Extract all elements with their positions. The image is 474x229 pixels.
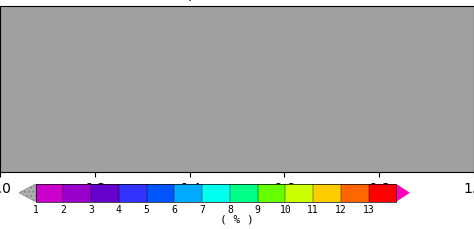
- Polygon shape: [396, 184, 410, 202]
- Text: 2: 2: [60, 204, 66, 214]
- Text: 8: 8: [227, 204, 233, 214]
- Text: 9: 9: [255, 204, 261, 214]
- Polygon shape: [19, 184, 36, 202]
- Bar: [257, 184, 285, 202]
- Bar: [369, 184, 396, 202]
- Bar: [341, 184, 369, 202]
- Bar: [36, 184, 63, 202]
- Bar: [36, 184, 396, 202]
- Text: 1: 1: [33, 204, 38, 214]
- Text: 4: 4: [116, 204, 122, 214]
- Text: 3: 3: [88, 204, 94, 214]
- Text: 7: 7: [199, 204, 205, 214]
- Bar: [174, 184, 202, 202]
- Text: 11: 11: [307, 204, 319, 214]
- Title: 31 OCT 2024 18Z,   24 to   48 hr CURR TCFP: 31 OCT 2024 18Z, 24 to 48 hr CURR TCFP: [61, 0, 413, 2]
- Text: 13: 13: [363, 204, 374, 214]
- Bar: [230, 184, 257, 202]
- Text: 12: 12: [335, 204, 347, 214]
- Bar: [146, 184, 174, 202]
- Bar: [91, 184, 119, 202]
- Bar: [63, 184, 91, 202]
- Text: 5: 5: [144, 204, 149, 214]
- Bar: [119, 184, 146, 202]
- Bar: [202, 184, 230, 202]
- Bar: [313, 184, 341, 202]
- Text: 6: 6: [172, 204, 177, 214]
- Text: ( % ): ( % ): [220, 214, 254, 224]
- Bar: [285, 184, 313, 202]
- Text: 10: 10: [280, 204, 291, 214]
